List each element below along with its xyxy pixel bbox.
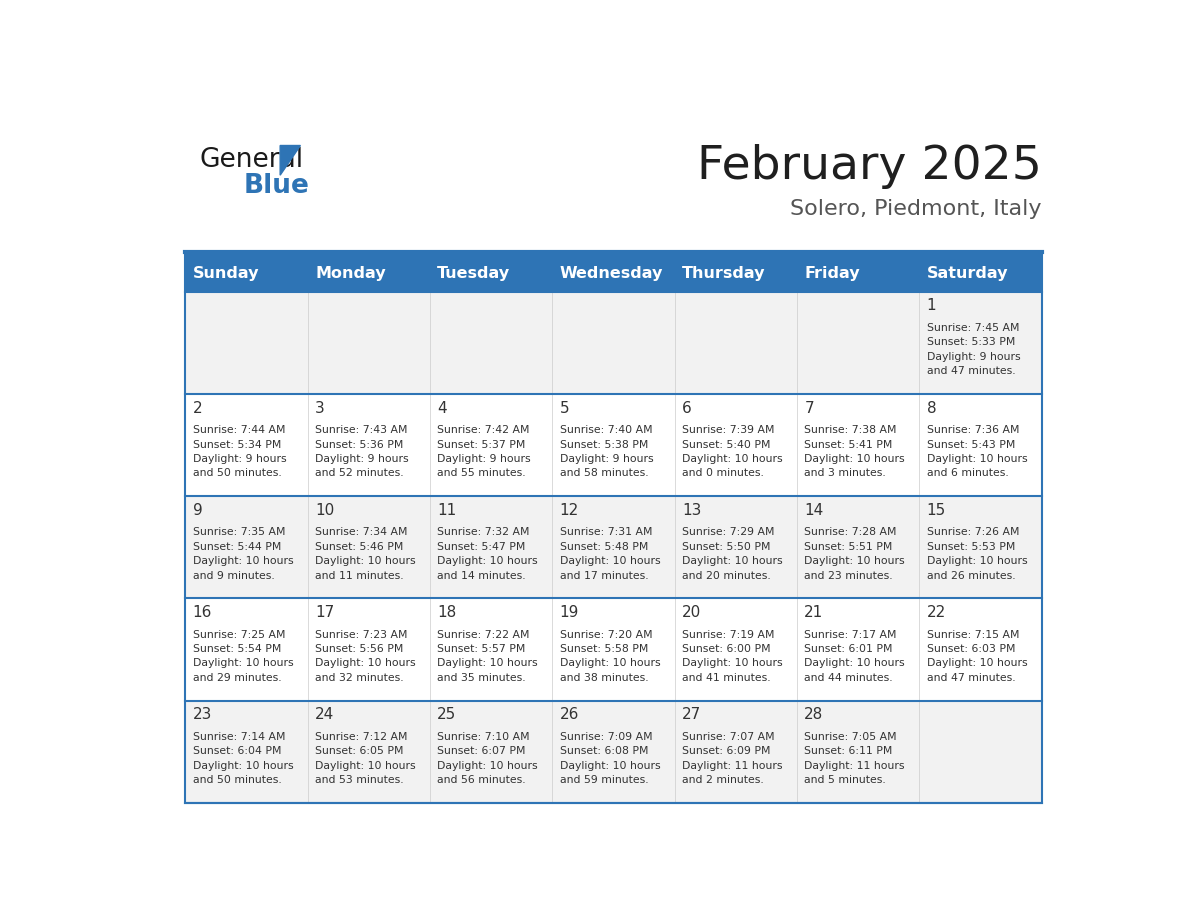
Text: 6: 6 — [682, 400, 691, 416]
Text: Sunrise: 7:22 AM
Sunset: 5:57 PM
Daylight: 10 hours
and 35 minutes.: Sunrise: 7:22 AM Sunset: 5:57 PM Dayligh… — [437, 630, 538, 683]
Text: Sunrise: 7:34 AM
Sunset: 5:46 PM
Daylight: 10 hours
and 11 minutes.: Sunrise: 7:34 AM Sunset: 5:46 PM Dayligh… — [315, 527, 416, 580]
Text: Sunrise: 7:05 AM
Sunset: 6:11 PM
Daylight: 11 hours
and 5 minutes.: Sunrise: 7:05 AM Sunset: 6:11 PM Dayligh… — [804, 732, 905, 785]
Text: Sunrise: 7:15 AM
Sunset: 6:03 PM
Daylight: 10 hours
and 47 minutes.: Sunrise: 7:15 AM Sunset: 6:03 PM Dayligh… — [927, 630, 1028, 683]
Text: 7: 7 — [804, 400, 814, 416]
Text: 11: 11 — [437, 503, 456, 518]
Text: 9: 9 — [192, 503, 202, 518]
Text: Monday: Monday — [315, 266, 386, 281]
Text: Sunrise: 7:36 AM
Sunset: 5:43 PM
Daylight: 10 hours
and 6 minutes.: Sunrise: 7:36 AM Sunset: 5:43 PM Dayligh… — [927, 425, 1028, 478]
Text: Solero, Piedmont, Italy: Solero, Piedmont, Italy — [790, 199, 1042, 219]
Text: Wednesday: Wednesday — [560, 266, 663, 281]
Text: Sunrise: 7:31 AM
Sunset: 5:48 PM
Daylight: 10 hours
and 17 minutes.: Sunrise: 7:31 AM Sunset: 5:48 PM Dayligh… — [560, 527, 661, 580]
Text: 20: 20 — [682, 605, 701, 620]
Bar — [185, 599, 1042, 700]
Text: Saturday: Saturday — [927, 266, 1009, 281]
Bar — [185, 255, 1042, 292]
Text: 14: 14 — [804, 503, 823, 518]
Text: Sunrise: 7:17 AM
Sunset: 6:01 PM
Daylight: 10 hours
and 44 minutes.: Sunrise: 7:17 AM Sunset: 6:01 PM Dayligh… — [804, 630, 905, 683]
Polygon shape — [280, 145, 301, 175]
Text: 5: 5 — [560, 400, 569, 416]
Text: Sunrise: 7:28 AM
Sunset: 5:51 PM
Daylight: 10 hours
and 23 minutes.: Sunrise: 7:28 AM Sunset: 5:51 PM Dayligh… — [804, 527, 905, 580]
Bar — [185, 255, 1042, 803]
Text: Sunrise: 7:20 AM
Sunset: 5:58 PM
Daylight: 10 hours
and 38 minutes.: Sunrise: 7:20 AM Sunset: 5:58 PM Dayligh… — [560, 630, 661, 683]
Text: 13: 13 — [682, 503, 701, 518]
Text: 2: 2 — [192, 400, 202, 416]
Text: 22: 22 — [927, 605, 946, 620]
Text: Sunrise: 7:23 AM
Sunset: 5:56 PM
Daylight: 10 hours
and 32 minutes.: Sunrise: 7:23 AM Sunset: 5:56 PM Dayligh… — [315, 630, 416, 683]
Text: Sunrise: 7:42 AM
Sunset: 5:37 PM
Daylight: 9 hours
and 55 minutes.: Sunrise: 7:42 AM Sunset: 5:37 PM Dayligh… — [437, 425, 531, 478]
Text: Sunrise: 7:26 AM
Sunset: 5:53 PM
Daylight: 10 hours
and 26 minutes.: Sunrise: 7:26 AM Sunset: 5:53 PM Dayligh… — [927, 527, 1028, 580]
Text: Sunrise: 7:44 AM
Sunset: 5:34 PM
Daylight: 9 hours
and 50 minutes.: Sunrise: 7:44 AM Sunset: 5:34 PM Dayligh… — [192, 425, 286, 478]
Text: Tuesday: Tuesday — [437, 266, 511, 281]
Text: Sunrise: 7:10 AM
Sunset: 6:07 PM
Daylight: 10 hours
and 56 minutes.: Sunrise: 7:10 AM Sunset: 6:07 PM Dayligh… — [437, 732, 538, 785]
Text: General: General — [200, 147, 303, 173]
Bar — [185, 497, 1042, 599]
Text: Sunrise: 7:29 AM
Sunset: 5:50 PM
Daylight: 10 hours
and 20 minutes.: Sunrise: 7:29 AM Sunset: 5:50 PM Dayligh… — [682, 527, 783, 580]
Text: 15: 15 — [927, 503, 946, 518]
Text: Sunrise: 7:32 AM
Sunset: 5:47 PM
Daylight: 10 hours
and 14 minutes.: Sunrise: 7:32 AM Sunset: 5:47 PM Dayligh… — [437, 527, 538, 580]
Text: Thursday: Thursday — [682, 266, 765, 281]
Text: Blue: Blue — [244, 173, 309, 199]
Text: 19: 19 — [560, 605, 579, 620]
Text: Friday: Friday — [804, 266, 860, 281]
Text: Sunrise: 7:12 AM
Sunset: 6:05 PM
Daylight: 10 hours
and 53 minutes.: Sunrise: 7:12 AM Sunset: 6:05 PM Dayligh… — [315, 732, 416, 785]
Text: Sunrise: 7:38 AM
Sunset: 5:41 PM
Daylight: 10 hours
and 3 minutes.: Sunrise: 7:38 AM Sunset: 5:41 PM Dayligh… — [804, 425, 905, 478]
Text: Sunrise: 7:39 AM
Sunset: 5:40 PM
Daylight: 10 hours
and 0 minutes.: Sunrise: 7:39 AM Sunset: 5:40 PM Dayligh… — [682, 425, 783, 478]
Text: 17: 17 — [315, 605, 334, 620]
Text: 8: 8 — [927, 400, 936, 416]
Text: 26: 26 — [560, 707, 579, 722]
Text: Sunrise: 7:19 AM
Sunset: 6:00 PM
Daylight: 10 hours
and 41 minutes.: Sunrise: 7:19 AM Sunset: 6:00 PM Dayligh… — [682, 630, 783, 683]
Text: Sunday: Sunday — [192, 266, 259, 281]
Text: 21: 21 — [804, 605, 823, 620]
Text: 3: 3 — [315, 400, 324, 416]
Bar — [185, 700, 1042, 803]
Text: Sunrise: 7:25 AM
Sunset: 5:54 PM
Daylight: 10 hours
and 29 minutes.: Sunrise: 7:25 AM Sunset: 5:54 PM Dayligh… — [192, 630, 293, 683]
Text: 1: 1 — [927, 298, 936, 313]
Text: 28: 28 — [804, 707, 823, 722]
Text: Sunrise: 7:43 AM
Sunset: 5:36 PM
Daylight: 9 hours
and 52 minutes.: Sunrise: 7:43 AM Sunset: 5:36 PM Dayligh… — [315, 425, 409, 478]
Text: 4: 4 — [437, 400, 447, 416]
Bar — [185, 394, 1042, 497]
Text: 24: 24 — [315, 707, 334, 722]
Text: Sunrise: 7:14 AM
Sunset: 6:04 PM
Daylight: 10 hours
and 50 minutes.: Sunrise: 7:14 AM Sunset: 6:04 PM Dayligh… — [192, 732, 293, 785]
Text: Sunrise: 7:45 AM
Sunset: 5:33 PM
Daylight: 9 hours
and 47 minutes.: Sunrise: 7:45 AM Sunset: 5:33 PM Dayligh… — [927, 323, 1020, 376]
Text: 16: 16 — [192, 605, 213, 620]
Text: 25: 25 — [437, 707, 456, 722]
Text: 10: 10 — [315, 503, 334, 518]
Bar — [185, 292, 1042, 394]
Text: 27: 27 — [682, 707, 701, 722]
Text: Sunrise: 7:35 AM
Sunset: 5:44 PM
Daylight: 10 hours
and 9 minutes.: Sunrise: 7:35 AM Sunset: 5:44 PM Dayligh… — [192, 527, 293, 580]
Text: February 2025: February 2025 — [696, 144, 1042, 189]
Text: Sunrise: 7:07 AM
Sunset: 6:09 PM
Daylight: 11 hours
and 2 minutes.: Sunrise: 7:07 AM Sunset: 6:09 PM Dayligh… — [682, 732, 783, 785]
Text: 12: 12 — [560, 503, 579, 518]
Text: Sunrise: 7:09 AM
Sunset: 6:08 PM
Daylight: 10 hours
and 59 minutes.: Sunrise: 7:09 AM Sunset: 6:08 PM Dayligh… — [560, 732, 661, 785]
Text: 18: 18 — [437, 605, 456, 620]
Text: Sunrise: 7:40 AM
Sunset: 5:38 PM
Daylight: 9 hours
and 58 minutes.: Sunrise: 7:40 AM Sunset: 5:38 PM Dayligh… — [560, 425, 653, 478]
Text: 23: 23 — [192, 707, 213, 722]
